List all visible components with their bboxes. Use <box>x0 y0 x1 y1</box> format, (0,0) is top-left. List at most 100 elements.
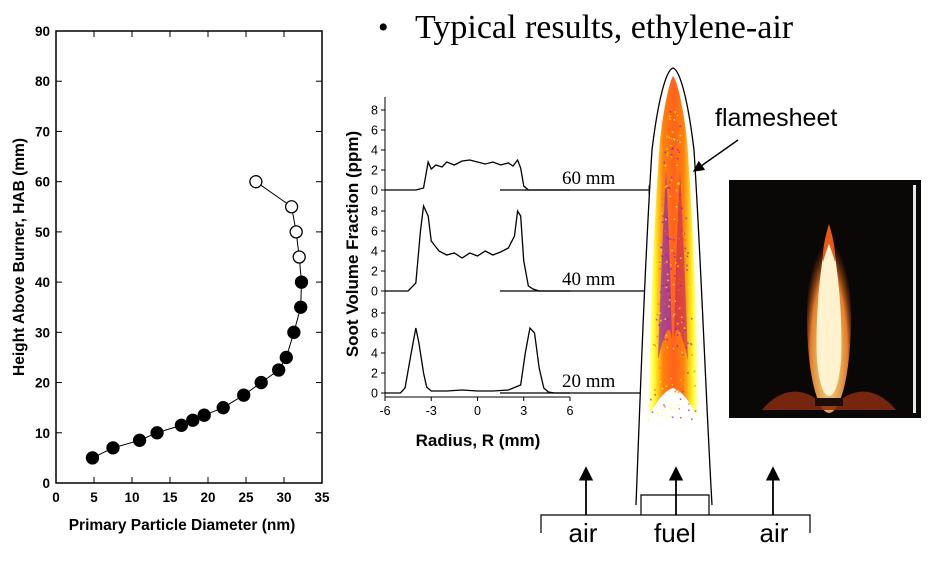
flame-speck <box>669 111 672 113</box>
flame-speck <box>669 238 672 240</box>
flame-speck <box>665 187 667 189</box>
flame-speck <box>650 398 652 401</box>
flame-speck <box>687 314 689 317</box>
chart1-x-tick-label: 5 <box>90 490 98 505</box>
flame-speck <box>671 148 673 150</box>
flame-speck <box>670 268 672 270</box>
flame-speck <box>661 212 663 215</box>
flame-speck <box>679 141 681 143</box>
flame-speck <box>657 303 660 305</box>
chart1-point-open <box>249 175 263 189</box>
flame-speck <box>684 329 686 332</box>
flame-speck <box>658 263 661 265</box>
flame-speck <box>676 345 679 347</box>
flame-speck <box>672 143 675 146</box>
chart2-height-label: 60 mm <box>562 168 616 189</box>
chart2-y-tick-label: 6 <box>371 225 378 239</box>
chart1-point-open <box>284 200 299 214</box>
chart1-y-tick-label: 70 <box>35 124 50 139</box>
flame-speck <box>666 261 668 263</box>
flame-speck <box>664 151 666 154</box>
chart2-y-tick-label: 6 <box>371 327 378 341</box>
flame-speck <box>669 153 671 156</box>
chart1-point-filled <box>294 275 309 289</box>
chart2-x-tick-label: -6 <box>379 404 390 418</box>
flame-speck <box>655 344 658 346</box>
flame-speckle <box>647 110 697 422</box>
chart1-x-tick-label: 10 <box>124 490 139 505</box>
particle-diameter-chart: 0 5 10 15 20 25 30 35 0 10 20 30 40 50 60 70 80 90 Primar… <box>11 24 330 534</box>
flame-speck <box>666 339 668 341</box>
chart2-y-axis-label: Soot Volume Fraction (ppm) <box>343 131 362 357</box>
flame-speck <box>661 387 664 390</box>
flame-photo <box>729 180 921 418</box>
flame-speck <box>683 327 686 329</box>
chart1-y-tick-label: 20 <box>35 376 50 391</box>
flame-speck <box>679 125 681 128</box>
flame-speck <box>672 238 675 241</box>
flame-speck <box>676 139 679 142</box>
flame-speck <box>682 235 684 237</box>
flame-speck <box>668 187 671 189</box>
flame-core-right <box>674 170 688 360</box>
flame-speck <box>672 110 675 112</box>
chart1-point-filled <box>237 388 251 402</box>
flame-speck <box>679 193 681 196</box>
flame-speck <box>666 135 668 138</box>
flame-speck <box>686 264 688 267</box>
chart1-point-filled <box>174 418 189 432</box>
chart1-y-tick-label: 10 <box>35 426 50 441</box>
flame-speck <box>690 317 693 320</box>
flame-speck <box>694 410 697 412</box>
flame-speck <box>677 391 680 393</box>
flame-speck <box>651 411 654 414</box>
flame-speck <box>648 404 650 407</box>
chart2-y-tick-label: 8 <box>371 205 378 219</box>
flame-speck <box>661 204 664 206</box>
flame-speck <box>656 395 659 397</box>
flame-speck <box>671 168 673 171</box>
flame-speck <box>667 182 670 185</box>
flame-speck <box>666 273 669 276</box>
flame-speck <box>664 262 666 265</box>
flame-speck <box>663 353 665 356</box>
flame-speck <box>687 252 689 254</box>
flame-speck <box>668 146 671 149</box>
chart1-ticks: 0 5 10 15 20 25 30 35 0 10 20 30 40 50 60 70 80 90 <box>35 24 330 505</box>
flame-speck <box>690 343 693 346</box>
flame-speck <box>676 322 679 325</box>
flame-speck <box>671 249 673 252</box>
flame-speck <box>665 218 667 221</box>
flame-speck <box>652 343 655 346</box>
flame-speck <box>684 239 686 241</box>
flame-speck <box>674 300 677 302</box>
flame-speck <box>693 410 695 412</box>
chart2-y-tick-label: 4 <box>371 245 378 259</box>
flame-speck <box>678 151 681 153</box>
flame-speck <box>654 344 657 347</box>
fuel-label: fuel <box>654 518 696 548</box>
flame-speck <box>671 384 674 386</box>
chart1-point-filled <box>294 300 308 314</box>
flame-speck <box>680 284 682 287</box>
flame-speck <box>686 255 689 258</box>
flame-speck <box>675 199 678 202</box>
flame-speck <box>680 416 682 419</box>
flame-speck <box>677 149 679 151</box>
flame-core-left <box>658 170 672 360</box>
chart1-point-filled <box>216 401 230 415</box>
flame-speck <box>670 117 673 120</box>
flame-speck <box>664 230 666 233</box>
flame-speck <box>663 286 665 289</box>
flame-speck <box>682 232 685 235</box>
flame-speck <box>663 161 666 164</box>
flame-speck <box>672 314 675 317</box>
flame-speck <box>679 147 682 149</box>
flame-speck <box>672 138 675 141</box>
flame-speck <box>660 246 662 249</box>
flame-speck <box>675 328 677 330</box>
flame-speck <box>671 264 673 266</box>
flame-speck <box>677 404 680 406</box>
flame-speck <box>666 346 669 349</box>
